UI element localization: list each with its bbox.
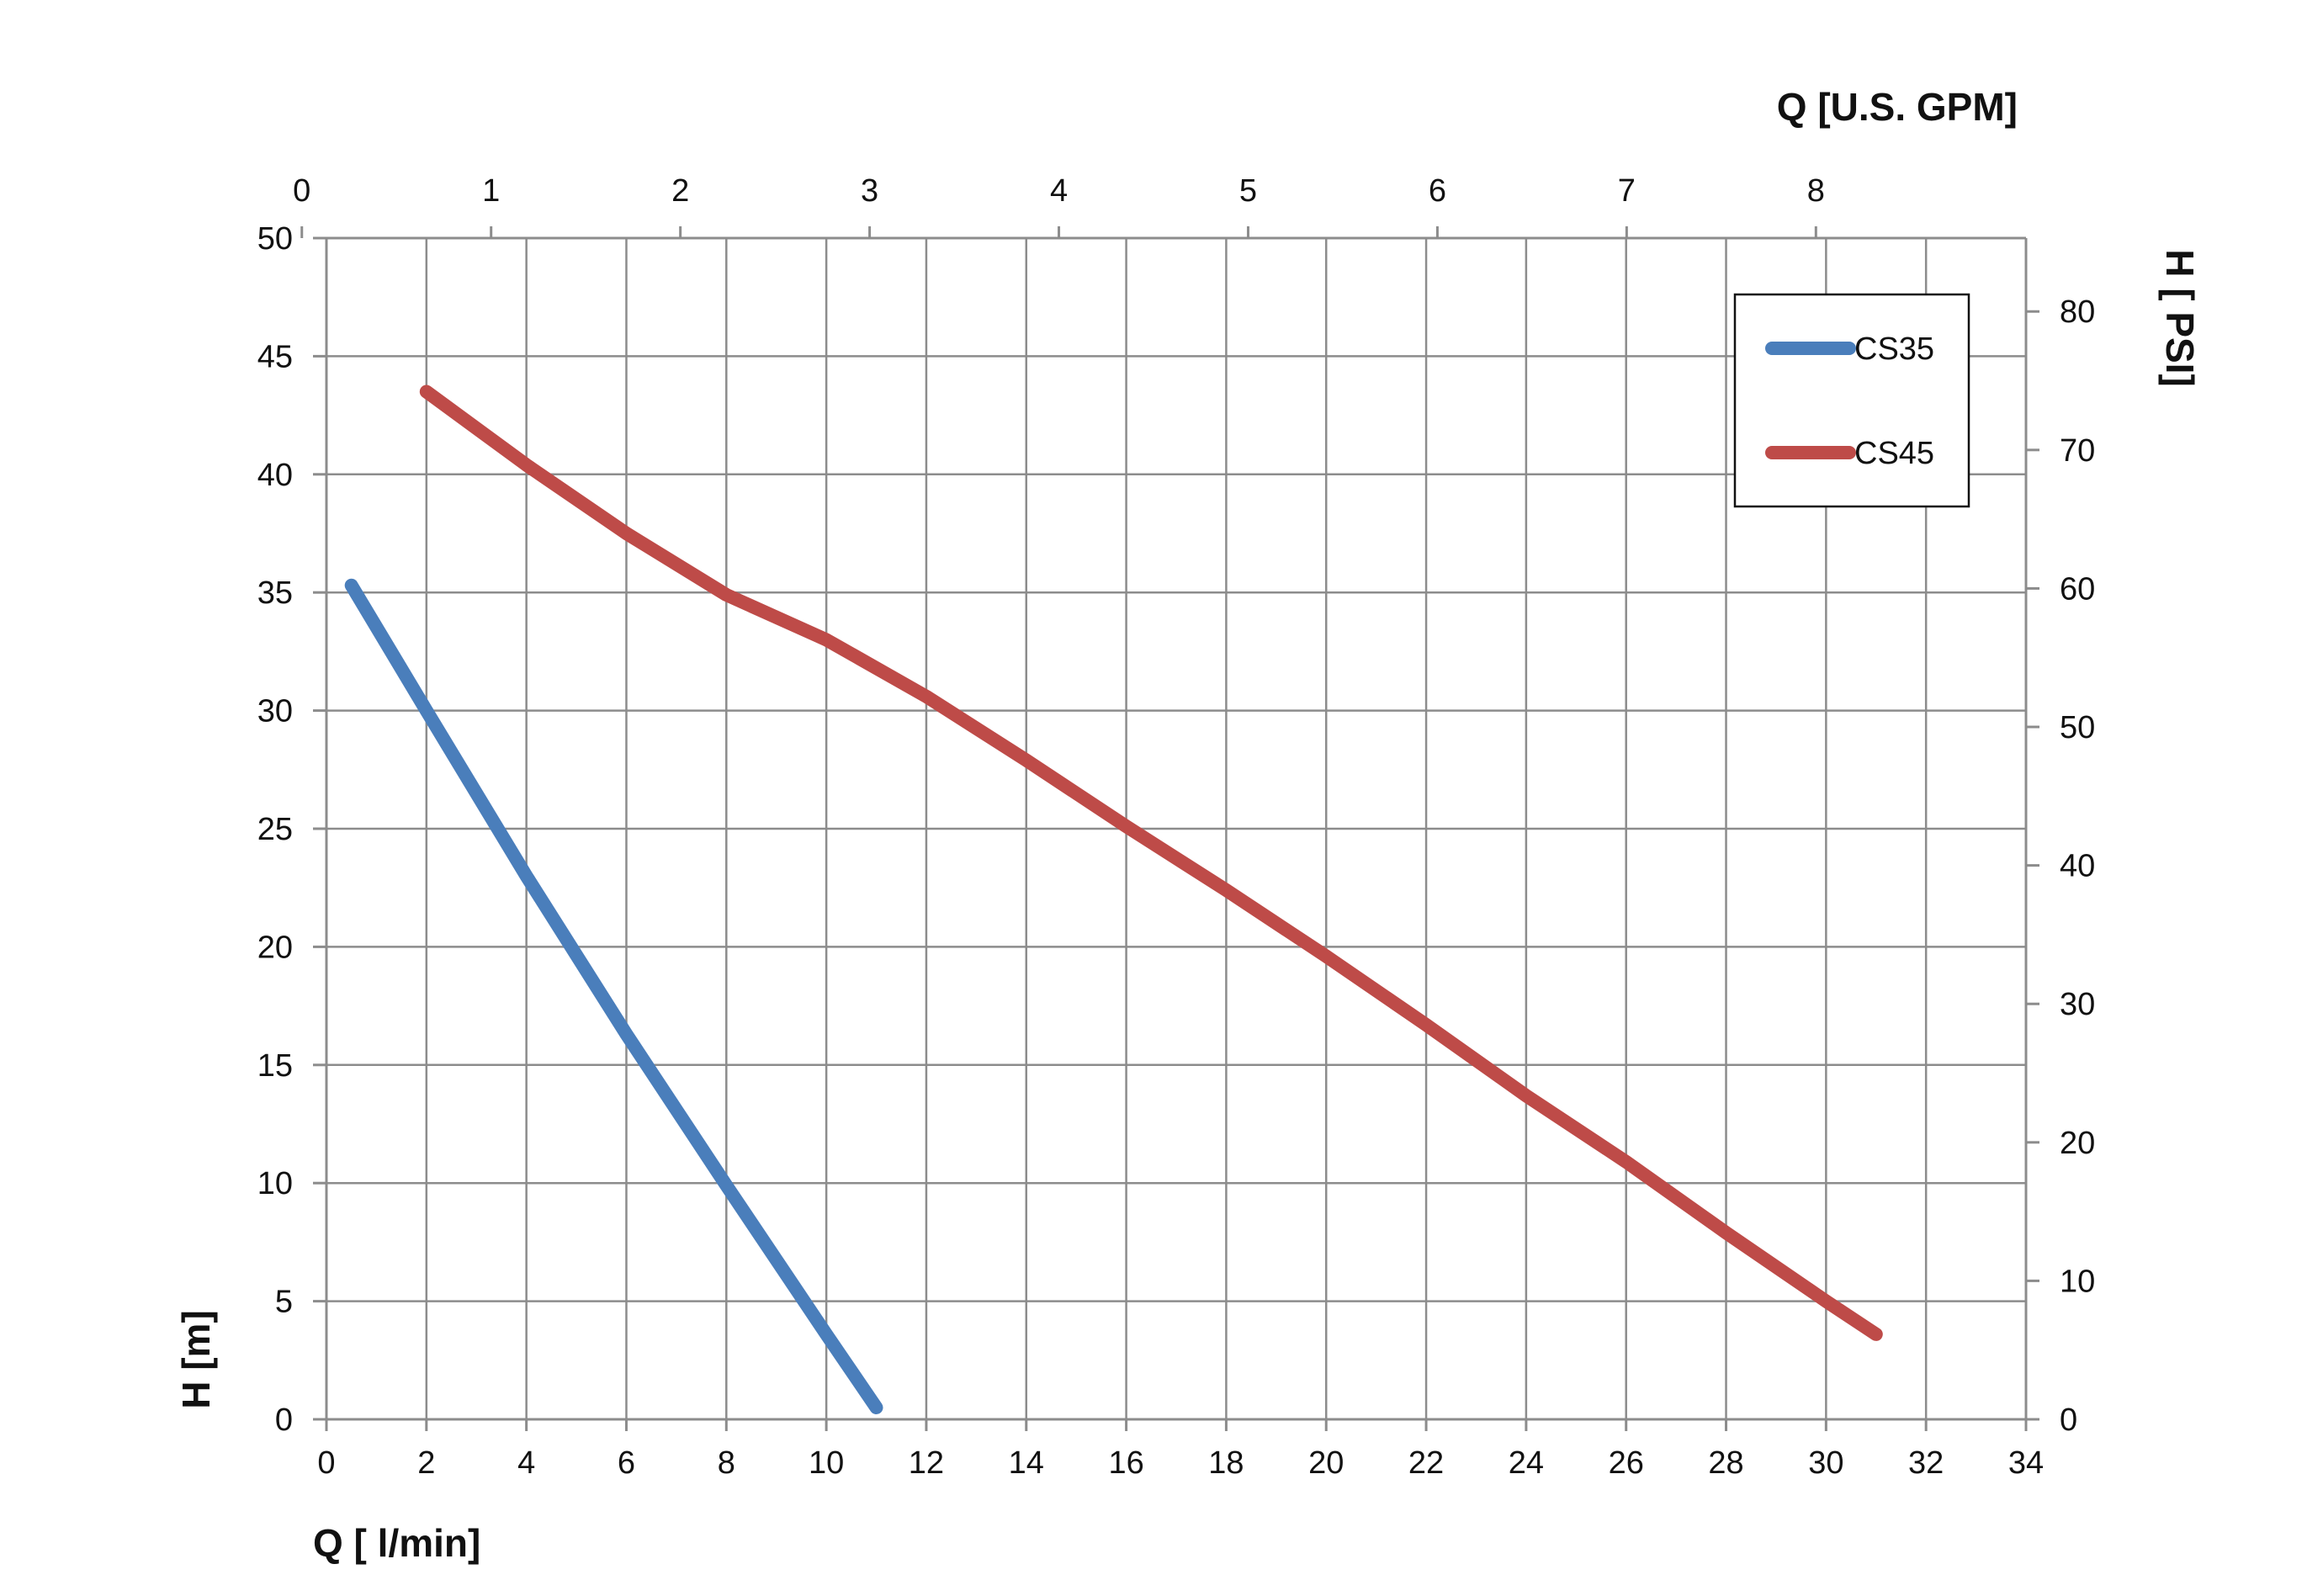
y-left-tick-label: 15 [257, 1048, 293, 1084]
y-right-tick-label: 70 [2060, 433, 2095, 469]
y-right-tick-label: 10 [2060, 1264, 2095, 1299]
x-bottom-tick-label: 6 [618, 1445, 635, 1481]
x-bottom-tick-label: 18 [1208, 1445, 1244, 1481]
x-bottom-tick-label: 30 [1808, 1445, 1843, 1481]
x-top-tick-label: 8 [1807, 173, 1825, 209]
x-axis-top-title: Q [U.S. GPM] [1777, 85, 2018, 129]
legend: CS35 CS45 [1733, 293, 1970, 508]
x-top-tick-label: 6 [1429, 173, 1446, 209]
x-top-tick-label: 2 [671, 173, 689, 209]
x-bottom-tick-label: 0 [317, 1445, 335, 1481]
x-top-tick-label: 4 [1050, 173, 1068, 209]
x-bottom-tick-label: 26 [1609, 1445, 1644, 1481]
x-bottom-tick-label: 10 [809, 1445, 844, 1481]
y-right-tick-label: 30 [2060, 987, 2095, 1022]
x-bottom-tick-label: 20 [1308, 1445, 1344, 1481]
legend-label-cs45: CS45 [1854, 436, 1934, 471]
y-left-tick-label: 30 [257, 694, 293, 729]
series-line-cs45 [419, 384, 1883, 1341]
x-bottom-tick-label: 8 [718, 1445, 735, 1481]
x-bottom-tick-label: 24 [1509, 1445, 1544, 1481]
axes: 0 2 4 6 8 10 12 14 16 18 20 22 24 26 28 30 32 340 1 2 3 4 5 6 7 8… [257, 173, 2096, 1481]
x-bottom-tick-label: 28 [1708, 1445, 1743, 1481]
y-left-tick-label: 25 [257, 812, 293, 847]
x-bottom-tick-label: 4 [517, 1445, 535, 1481]
y-right-tick-label: 50 [2060, 710, 2095, 745]
y-left-tick-label: 5 [275, 1285, 293, 1320]
y-axis-right-title: H [ PSI] [2158, 249, 2202, 387]
x-top-tick-label: 7 [1618, 173, 1636, 209]
y-left-tick-label: 10 [257, 1166, 293, 1201]
y-right-tick-label: 0 [2060, 1402, 2077, 1438]
x-bottom-tick-label: 34 [2008, 1445, 2044, 1481]
x-bottom-tick-label: 22 [1408, 1445, 1444, 1481]
y-left-tick-label: 45 [257, 339, 293, 374]
y-axis-left-title: H [m] [174, 1310, 218, 1409]
x-bottom-tick-label: 14 [1009, 1445, 1044, 1481]
y-left-tick-label: 0 [275, 1402, 293, 1438]
x-top-tick-label: 5 [1239, 173, 1257, 209]
y-right-tick-label: 20 [2060, 1126, 2095, 1161]
y-left-tick-label: 35 [257, 575, 293, 611]
series-lines [344, 384, 1883, 1414]
y-left-tick-label: 50 [257, 221, 293, 257]
y-right-tick-label: 80 [2060, 294, 2095, 330]
y-left-tick-label: 20 [257, 930, 293, 965]
x-top-tick-label: 0 [293, 173, 310, 209]
x-bottom-tick-label: 2 [417, 1445, 435, 1481]
y-left-tick-label: 40 [257, 458, 293, 493]
series-line-cs35 [344, 578, 883, 1414]
legend-box [1733, 293, 1970, 508]
x-bottom-tick-label: 32 [1908, 1445, 1944, 1481]
y-right-tick-label: 60 [2060, 571, 2095, 607]
x-bottom-tick-label: 12 [909, 1445, 944, 1481]
x-bottom-tick-label: 16 [1108, 1445, 1143, 1481]
legend-label-cs35: CS35 [1854, 331, 1934, 367]
y-right-tick-label: 40 [2060, 849, 2095, 884]
x-top-tick-label: 1 [482, 173, 500, 209]
x-top-tick-label: 3 [861, 173, 878, 209]
x-axis-bottom-title: Q [ l/min] [313, 1521, 480, 1565]
